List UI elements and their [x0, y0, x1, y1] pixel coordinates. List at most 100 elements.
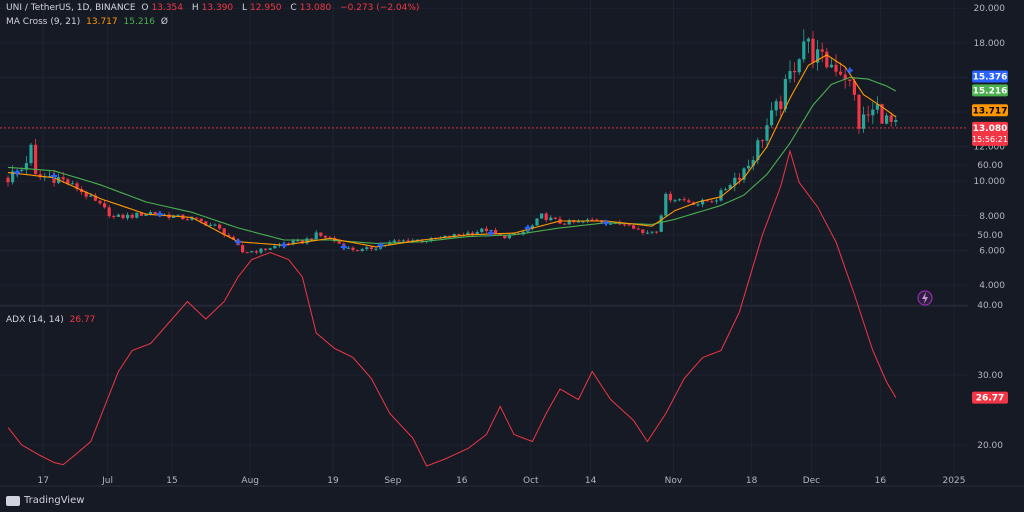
candle-body[interactable]: [300, 240, 304, 244]
candle-body[interactable]: [11, 171, 15, 183]
candle-body[interactable]: [530, 225, 534, 229]
candle-body[interactable]: [779, 101, 783, 109]
candle-body[interactable]: [397, 240, 401, 242]
candle-body[interactable]: [310, 238, 314, 240]
candle-body[interactable]: [222, 228, 226, 236]
candle-body[interactable]: [47, 176, 51, 178]
candle-body[interactable]: [172, 215, 176, 218]
candle-body[interactable]: [20, 169, 24, 172]
candle-body[interactable]: [480, 228, 484, 233]
candle-body[interactable]: [420, 239, 424, 242]
candle-body[interactable]: [484, 228, 488, 232]
candle-body[interactable]: [507, 234, 511, 239]
candle-body[interactable]: [678, 199, 682, 201]
candle-body[interactable]: [144, 214, 148, 216]
adx-line[interactable]: [7, 149, 897, 467]
candle-body[interactable]: [567, 220, 571, 225]
candle-body[interactable]: [636, 228, 640, 230]
candle-body[interactable]: [107, 207, 111, 217]
candle-body[interactable]: [365, 247, 369, 250]
candle-body[interactable]: [622, 224, 626, 226]
candle-body[interactable]: [195, 217, 199, 219]
candle-body[interactable]: [452, 234, 456, 238]
candle-body[interactable]: [392, 240, 396, 243]
candle-body[interactable]: [443, 235, 447, 238]
cross-marker[interactable]: [846, 67, 853, 74]
candle-body[interactable]: [820, 49, 824, 52]
candle-body[interactable]: [788, 71, 792, 79]
candle-body[interactable]: [650, 231, 654, 233]
candle-body[interactable]: [218, 224, 222, 229]
candle-body[interactable]: [116, 214, 120, 217]
candle-body[interactable]: [806, 38, 810, 42]
symbol-title[interactable]: UNI / TetherUS, 1D, BINANCE: [6, 3, 136, 13]
candle-body[interactable]: [880, 104, 884, 124]
candle-body[interactable]: [319, 232, 323, 236]
candle-body[interactable]: [839, 71, 843, 75]
candle-body[interactable]: [61, 177, 65, 180]
candle-body[interactable]: [825, 51, 829, 68]
candle-body[interactable]: [66, 179, 70, 184]
candle-body[interactable]: [710, 201, 714, 203]
candle-body[interactable]: [742, 168, 746, 180]
candle-body[interactable]: [185, 219, 189, 221]
candle-body[interactable]: [84, 192, 88, 197]
candle-body[interactable]: [701, 199, 705, 205]
tradingview-branding[interactable]: TradingView: [6, 495, 84, 506]
cross-marker[interactable]: [603, 219, 609, 226]
candle-body[interactable]: [894, 120, 898, 122]
candle-body[interactable]: [199, 218, 203, 222]
candle-body[interactable]: [103, 203, 107, 208]
candle-body[interactable]: [250, 251, 254, 253]
candle-body[interactable]: [645, 232, 649, 234]
candle-body[interactable]: [93, 195, 97, 201]
candle-body[interactable]: [135, 212, 139, 218]
candle-body[interactable]: [866, 114, 870, 116]
candle-body[interactable]: [356, 249, 360, 251]
candle-body[interactable]: [268, 248, 272, 250]
cross-marker[interactable]: [235, 238, 241, 245]
candle-body[interactable]: [475, 232, 479, 235]
candle-body[interactable]: [641, 229, 645, 234]
candle-body[interactable]: [291, 240, 295, 245]
candle-body[interactable]: [549, 217, 553, 221]
candle-body[interactable]: [581, 221, 585, 223]
candle-body[interactable]: [89, 195, 93, 197]
candle-body[interactable]: [296, 240, 300, 242]
ma-legend[interactable]: MA Cross (9, 21) 13.717 15.216 Ø: [6, 17, 171, 27]
candle-body[interactable]: [590, 219, 594, 221]
candle-body[interactable]: [264, 248, 268, 250]
candle-body[interactable]: [576, 221, 580, 223]
candle-body[interactable]: [595, 219, 599, 221]
candle-body[interactable]: [875, 104, 879, 110]
candle-body[interactable]: [287, 243, 291, 245]
candle-body[interactable]: [760, 140, 764, 142]
candle-body[interactable]: [705, 199, 709, 202]
candle-body[interactable]: [29, 144, 33, 164]
candle-body[interactable]: [682, 199, 686, 201]
candle-body[interactable]: [208, 224, 212, 226]
candle-body[interactable]: [829, 64, 833, 68]
candle-body[interactable]: [149, 211, 153, 215]
candle-body[interactable]: [305, 238, 309, 244]
candle-body[interactable]: [346, 247, 350, 249]
candle-body[interactable]: [471, 232, 475, 235]
adx-legend[interactable]: ADX (14, 14) 26.77: [6, 315, 98, 325]
candle-body[interactable]: [153, 211, 157, 214]
candle-body[interactable]: [632, 225, 636, 229]
candle-body[interactable]: [770, 110, 774, 126]
candle-body[interactable]: [609, 223, 613, 225]
candle-body[interactable]: [765, 125, 769, 141]
candle-body[interactable]: [98, 200, 102, 204]
ma-slow-line[interactable]: [7, 76, 897, 245]
candle-body[interactable]: [245, 252, 249, 254]
candle-body[interactable]: [369, 247, 373, 250]
candle-body[interactable]: [112, 216, 116, 218]
candle-body[interactable]: [540, 213, 544, 219]
candle-body[interactable]: [259, 248, 263, 253]
candle-body[interactable]: [139, 212, 143, 216]
candle-body[interactable]: [323, 235, 327, 238]
candle-body[interactable]: [360, 249, 364, 251]
candle-body[interactable]: [885, 115, 889, 124]
